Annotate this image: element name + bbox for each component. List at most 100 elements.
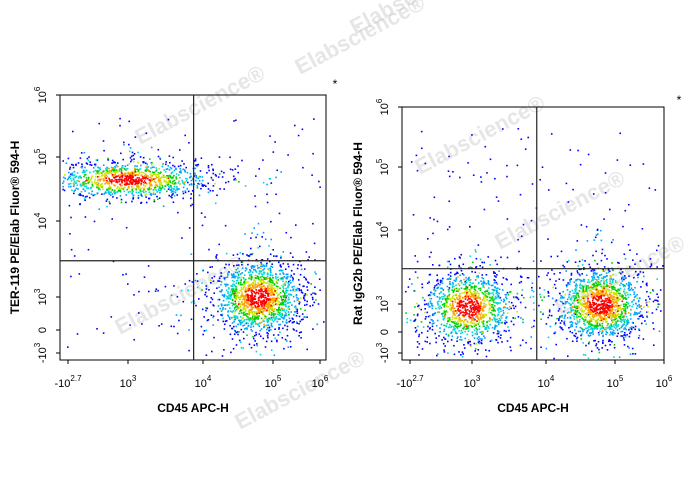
- event-dot: [251, 271, 254, 274]
- event-dot: [299, 308, 302, 310]
- event-dot: [201, 224, 204, 227]
- event-dot: [591, 286, 594, 289]
- event-dot: [125, 169, 127, 171]
- event-dot: [243, 285, 246, 288]
- event-dot: [579, 286, 581, 289]
- event-dot: [248, 298, 250, 301]
- event-dot: [471, 331, 474, 334]
- event-dot: [473, 325, 476, 327]
- event-dot: [106, 168, 108, 171]
- event-dot: [109, 187, 111, 189]
- event-dot: [244, 267, 247, 269]
- event-dot: [466, 290, 468, 292]
- event-dot: [592, 331, 594, 333]
- event-dot: [478, 328, 481, 330]
- event-dot: [190, 204, 192, 207]
- event-dot: [239, 306, 242, 309]
- event-dot: [609, 328, 611, 331]
- event-dot: [223, 296, 225, 298]
- event-dot: [622, 276, 624, 279]
- event-dot: [590, 327, 593, 329]
- event-dot: [270, 220, 272, 223]
- event-dot: [592, 254, 594, 257]
- event-dot: [184, 283, 187, 285]
- event-dot: [206, 319, 209, 322]
- event-dot: [247, 293, 249, 296]
- event-dot: [584, 303, 587, 305]
- event-dot: [260, 265, 262, 268]
- event-dot: [509, 336, 512, 339]
- event-dot: [135, 178, 137, 181]
- event-dot: [140, 174, 142, 177]
- event-dot: [257, 289, 260, 292]
- event-dot: [616, 335, 619, 337]
- event-dot: [412, 214, 415, 216]
- event-dot: [101, 183, 104, 185]
- event-dot: [581, 264, 584, 266]
- event-dot: [611, 288, 613, 290]
- event-dot: [185, 166, 187, 169]
- event-dot: [596, 289, 599, 292]
- event-dot: [168, 185, 170, 188]
- event-dot: [554, 300, 557, 303]
- event-dot: [272, 301, 275, 303]
- event-dot: [191, 203, 194, 206]
- event-dot: [556, 255, 559, 258]
- event-dots: [405, 128, 664, 360]
- event-dot: [137, 161, 139, 164]
- event-dot: [266, 183, 268, 186]
- event-dot: [443, 304, 446, 307]
- event-dot: [585, 287, 588, 290]
- event-dot: [161, 165, 164, 168]
- event-dot: [284, 324, 286, 327]
- event-dot: [600, 239, 603, 242]
- event-dot: [274, 328, 276, 330]
- event-dot: [245, 305, 248, 307]
- event-dot: [236, 305, 238, 307]
- event-dot: [582, 342, 584, 344]
- event-dot: [611, 313, 613, 315]
- event-dot: [585, 286, 588, 288]
- event-dot: [420, 308, 422, 311]
- event-dot: [601, 293, 603, 295]
- event-dot: [145, 201, 148, 204]
- event-dot: [241, 301, 243, 303]
- event-dot: [586, 312, 588, 314]
- event-dot: [241, 293, 243, 295]
- event-dot: [253, 268, 255, 271]
- event-dot: [313, 242, 316, 245]
- event-dot: [615, 311, 617, 313]
- event-dot: [578, 296, 580, 298]
- event-dot: [90, 164, 93, 166]
- event-dot: [261, 302, 264, 305]
- event-dot: [576, 316, 578, 319]
- event-dot: [282, 298, 284, 301]
- event-dot: [447, 278, 450, 280]
- event-dot: [545, 347, 548, 350]
- event-dot: [584, 306, 587, 309]
- event-dot: [600, 229, 602, 232]
- event-dot: [64, 177, 66, 180]
- event-dot: [231, 285, 234, 287]
- event-dot: [111, 173, 114, 176]
- event-dot: [282, 290, 284, 292]
- event-dot: [497, 309, 500, 312]
- event-dot: [278, 306, 280, 309]
- event-dot: [577, 294, 580, 297]
- event-dot: [151, 184, 153, 187]
- event-dot: [121, 184, 123, 187]
- event-dot: [270, 319, 272, 321]
- event-dot: [284, 290, 287, 293]
- event-dot: [565, 270, 567, 272]
- event-dot: [573, 318, 576, 320]
- event-dot: [295, 330, 298, 332]
- event-dot: [500, 322, 502, 324]
- event-dot: [481, 308, 483, 310]
- event-dot: [244, 300, 246, 302]
- event-dot: [615, 300, 617, 303]
- event-dot: [292, 328, 295, 330]
- event-dot: [589, 316, 591, 318]
- event-dot: [616, 314, 619, 317]
- event-dot: [249, 284, 252, 287]
- event-dot: [92, 170, 95, 173]
